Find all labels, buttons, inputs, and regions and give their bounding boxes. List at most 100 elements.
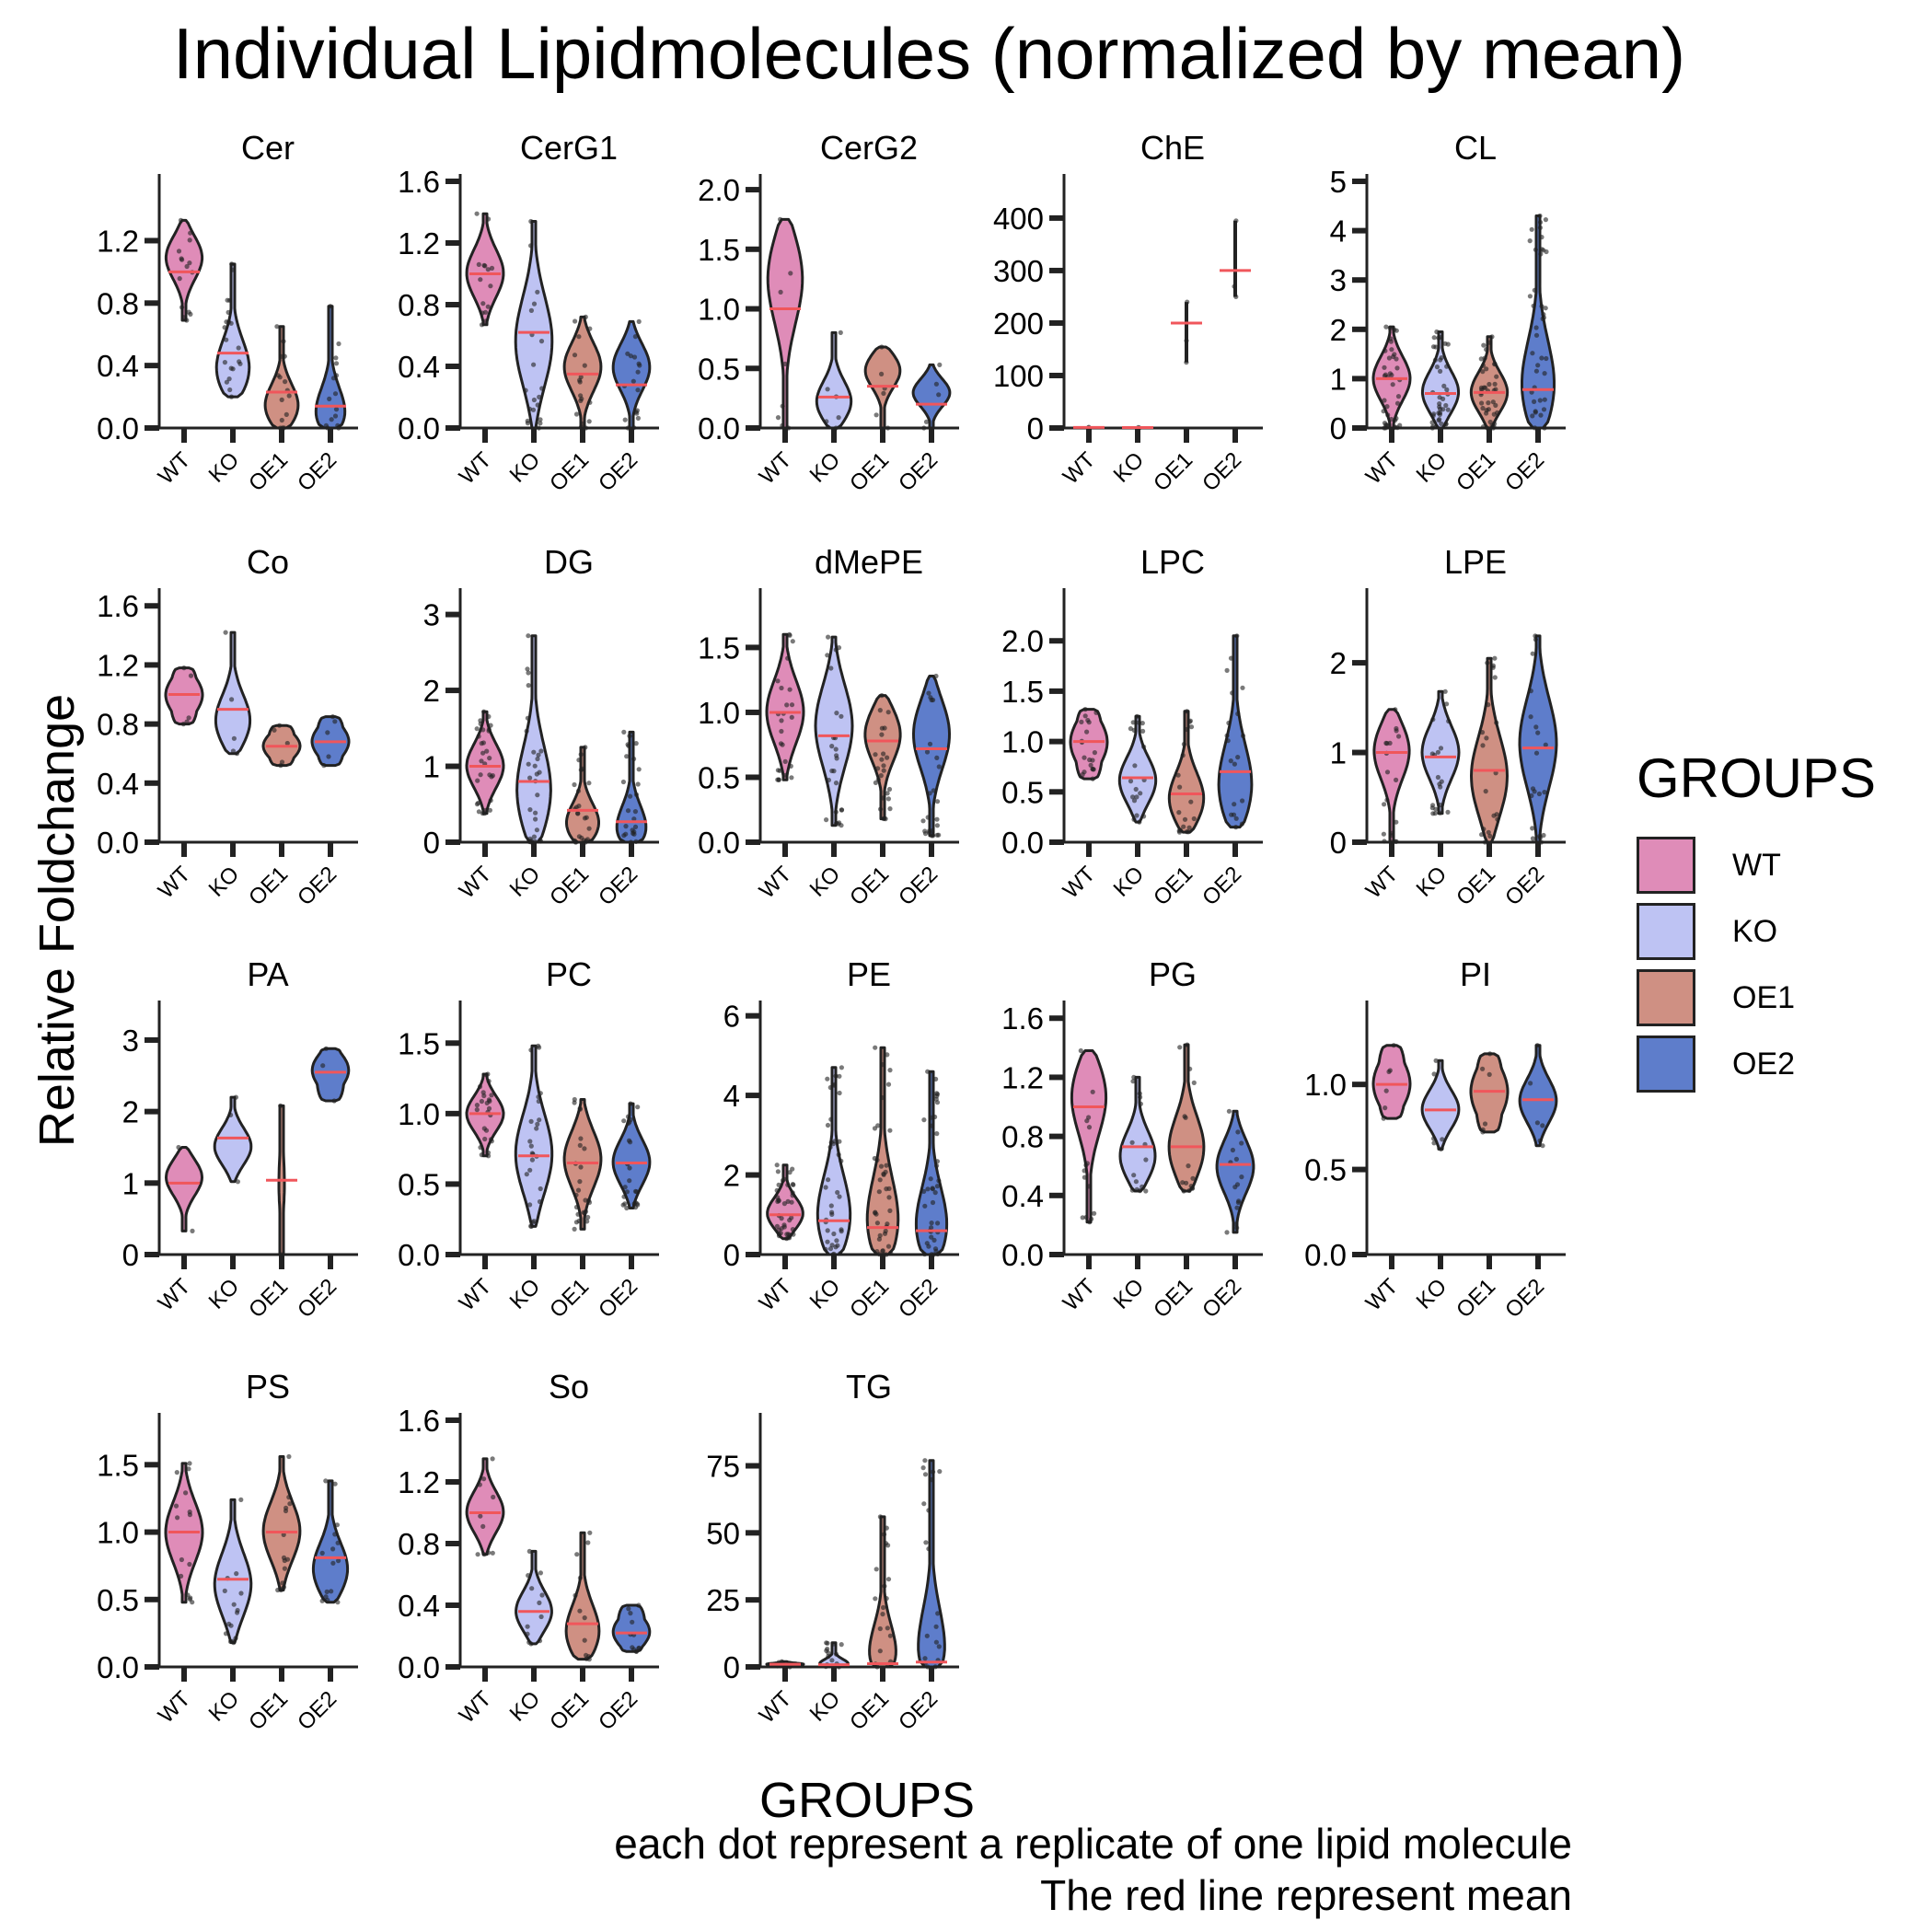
- data-point: [476, 261, 481, 267]
- panel-pg: PG 0.0 0.4 0.8 1.2 1.6 WT KO OE1 OE2: [1001, 955, 1263, 1323]
- data-point: [586, 419, 592, 424]
- data-point: [1433, 424, 1439, 430]
- y-axis-label: Relative Foldchange: [29, 693, 85, 1148]
- x-tick-label-ko: KO: [505, 447, 546, 488]
- data-point: [491, 1494, 496, 1500]
- data-point: [839, 713, 844, 719]
- data-point: [335, 422, 341, 428]
- data-point: [1177, 827, 1183, 833]
- data-point: [177, 276, 182, 282]
- data-point: [486, 1097, 492, 1103]
- y-tick-label: 0.4: [398, 1589, 440, 1623]
- data-point: [1190, 1175, 1196, 1181]
- data-point: [281, 339, 286, 344]
- data-point: [1529, 792, 1534, 799]
- data-point: [876, 1236, 883, 1242]
- data-point: [1393, 424, 1398, 430]
- data-point: [535, 756, 540, 762]
- x-tick-label-oe2: OE2: [1197, 1274, 1246, 1323]
- data-point: [539, 386, 545, 391]
- data-point: [885, 755, 890, 760]
- data-point: [335, 1600, 341, 1605]
- violin-ko: [214, 631, 252, 756]
- y-tick-label: 25: [706, 1583, 740, 1617]
- x-tick-label-oe1: OE1: [1149, 1274, 1197, 1323]
- data-point: [1233, 816, 1239, 821]
- data-point: [1140, 728, 1146, 735]
- y-tick-label: 1.5: [97, 1448, 139, 1482]
- data-point: [1445, 809, 1451, 816]
- data-point: [1181, 1188, 1186, 1194]
- data-point: [1537, 225, 1543, 230]
- data-point: [1131, 1074, 1137, 1080]
- data-point: [835, 1189, 840, 1196]
- data-point: [1140, 721, 1145, 726]
- data-point: [1438, 746, 1444, 751]
- y-tick-label: 0.4: [398, 350, 440, 384]
- data-point: [1481, 827, 1487, 832]
- data-point: [538, 1570, 544, 1576]
- data-point: [928, 1115, 934, 1120]
- data-point: [1537, 398, 1543, 403]
- data-point: [488, 283, 493, 289]
- y-tick-label: 50: [706, 1516, 740, 1550]
- data-point: [486, 728, 492, 734]
- data-point: [633, 741, 639, 746]
- violin-oe2: [912, 675, 951, 838]
- data-point: [572, 1226, 577, 1232]
- data-point: [1533, 368, 1539, 374]
- x-tick-label-oe1: OE1: [845, 447, 894, 496]
- data-point: [572, 781, 577, 788]
- data-point: [1542, 425, 1547, 431]
- y-tick-label: 1.2: [398, 1465, 440, 1499]
- data-point: [332, 413, 339, 419]
- data-point: [837, 1194, 842, 1199]
- data-point: [478, 1145, 483, 1151]
- data-point: [1537, 219, 1544, 226]
- data-point: [839, 807, 845, 813]
- data-point: [576, 334, 582, 340]
- data-point: [1444, 387, 1450, 392]
- data-point: [839, 1065, 845, 1070]
- data-point: [1492, 655, 1498, 661]
- data-point: [235, 1179, 240, 1185]
- violin-oe1: [565, 746, 600, 844]
- data-point: [879, 371, 885, 376]
- data-point: [587, 1530, 593, 1535]
- data-point: [226, 309, 231, 315]
- x-tick-label-oe1: OE1: [545, 1274, 594, 1323]
- data-point: [1130, 794, 1136, 800]
- data-point: [1530, 786, 1536, 792]
- data-point: [1493, 387, 1498, 392]
- data-point: [526, 1639, 532, 1645]
- data-point: [1482, 355, 1487, 361]
- data-point: [1443, 421, 1449, 426]
- data-point: [625, 351, 631, 356]
- data-point: [1188, 724, 1195, 730]
- data-point: [277, 723, 283, 728]
- x-tick-label-oe1: OE1: [244, 1274, 293, 1323]
- data-point: [930, 1199, 936, 1206]
- data-point: [1383, 1088, 1389, 1093]
- panel-pe: PE 0 2 4 6 WT KO OE1 OE2: [723, 955, 959, 1323]
- data-point: [1090, 776, 1095, 781]
- data-point: [586, 826, 592, 831]
- y-tick-label: 0.5: [97, 1583, 139, 1617]
- data-point: [525, 666, 530, 672]
- y-tick-label: 0.0: [97, 411, 139, 445]
- data-point: [1088, 762, 1093, 769]
- data-point: [523, 388, 528, 393]
- data-point: [1382, 802, 1387, 807]
- data-point: [1494, 720, 1499, 725]
- data-point: [575, 811, 581, 816]
- x-tick-label-oe1: OE1: [845, 862, 894, 910]
- data-point: [1239, 821, 1244, 827]
- data-point: [533, 839, 538, 845]
- data-point: [1240, 798, 1245, 804]
- data-point: [1177, 1045, 1183, 1050]
- data-point: [922, 1656, 928, 1661]
- data-point: [934, 1184, 941, 1189]
- data-point: [1384, 797, 1390, 803]
- data-point: [1185, 1042, 1190, 1047]
- x-tick-label-oe1: OE1: [545, 447, 594, 496]
